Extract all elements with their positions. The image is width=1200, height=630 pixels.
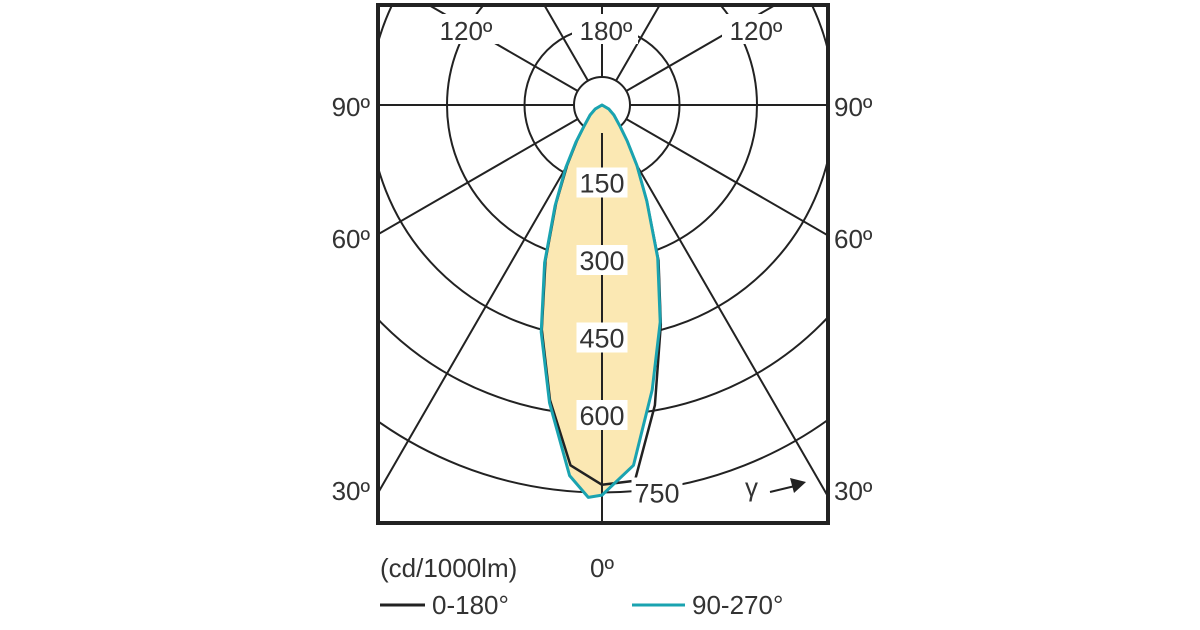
ring-label-600: 600 [579,401,624,431]
ring-labels: 150 300 450 600 750 [576,167,683,509]
ring-label-750: 750 [634,479,679,509]
ring-label-300: 300 [579,246,624,276]
angle-label-30-right: 30º [834,476,873,506]
radial-line-210 [543,6,589,82]
angle-label-180: 180º [580,16,633,46]
angle-label-30-left: 30º [332,476,371,506]
angle-label-120-right: 120º [730,16,783,46]
angle-label-60-left: 60º [332,224,371,254]
radial-line-300 [379,118,579,235]
gamma-arrow-icon [769,478,806,493]
series-90-270°-curve [539,103,662,499]
zero-angle-label: 0º [590,553,614,583]
legend: 0-180° 90-270° [380,590,783,620]
legend-label-90-270: 90-270° [692,590,783,620]
radial-line-60 [625,118,827,236]
frame [376,3,830,525]
angle-label-120-left: 120º [440,16,493,46]
angle-label-90-left: 90º [332,92,371,122]
radial-line-330 [379,128,589,492]
beam-fill [541,105,661,498]
legend-label-0-180: 0-180° [432,590,509,620]
unit-label: (cd/1000lm) [380,553,517,583]
gamma-symbol: γ [745,472,758,502]
angle-label-90-right: 90º [834,92,873,122]
curves [539,103,663,522]
angle-label-60-right: 60º [834,224,873,254]
ring-label-150: 150 [579,169,624,199]
ring-label-450: 450 [579,324,624,354]
radial-line-30 [615,128,827,496]
